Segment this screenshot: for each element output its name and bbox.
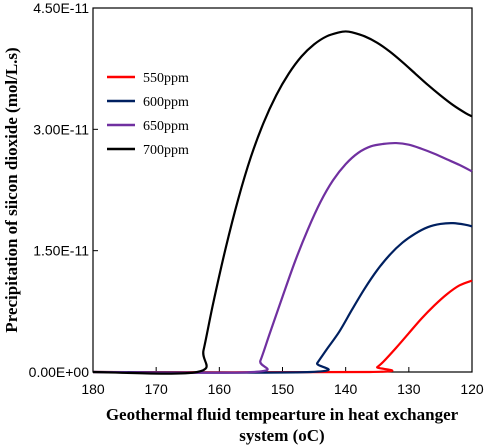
- x-tick-label: 180: [81, 381, 105, 397]
- legend: 550ppm 600ppm 650ppm 700ppm: [107, 71, 189, 158]
- series-line-600ppm: [92, 222, 473, 374]
- x-tick-label: 120: [460, 381, 484, 397]
- series-line-650ppm: [92, 141, 473, 374]
- y-tick-label: 4.50E-11: [33, 0, 89, 16]
- x-axis-ticks: 180 170 160 150 140 130 120: [81, 367, 484, 397]
- y-axis-ticks: 0.00E+00 1.50E-11 3.00E-11 4.50E-11: [29, 0, 98, 380]
- legend-label: 700ppm: [143, 143, 189, 158]
- legend-label: 550ppm: [143, 71, 189, 86]
- x-tick-label: 140: [334, 381, 358, 397]
- y-tick-label: 3.00E-11: [33, 121, 89, 137]
- y-axis-title: Precipitation of siicon dioxide (mol/L.s…: [2, 47, 21, 332]
- legend-label: 600ppm: [143, 95, 189, 110]
- x-tick-label: 150: [271, 381, 295, 397]
- x-tick-label: 170: [144, 381, 168, 397]
- x-tick-label: 130: [397, 381, 421, 397]
- plot-area: [92, 7, 473, 373]
- series-line-550ppm: [92, 279, 473, 374]
- x-tick-label: 160: [208, 381, 232, 397]
- x-axis-title-line1: Geothermal fluid tempearture in heat exc…: [106, 405, 459, 424]
- legend-label: 650ppm: [143, 119, 189, 134]
- y-tick-label: 1.50E-11: [33, 243, 89, 259]
- y-tick-label: 0.00E+00: [29, 364, 90, 380]
- series-line-700ppm: [92, 30, 473, 375]
- x-axis-title-line2: system (oC): [239, 426, 324, 445]
- series-lines: [92, 30, 473, 375]
